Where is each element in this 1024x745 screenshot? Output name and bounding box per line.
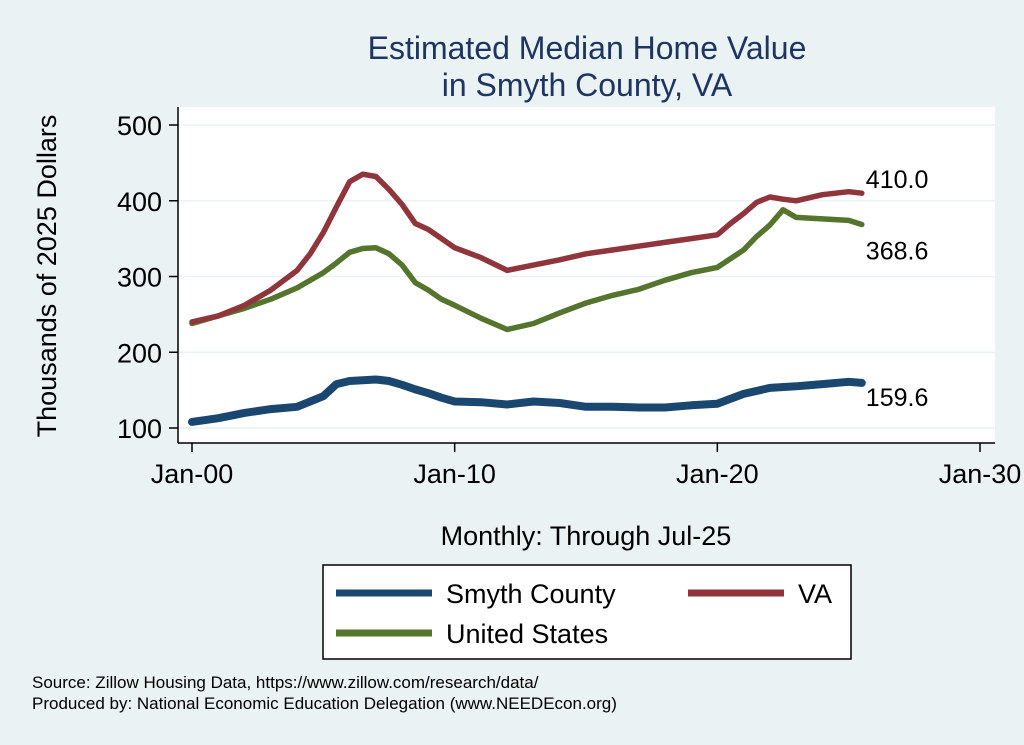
y-tick-label: 300	[117, 263, 162, 293]
end-label-smyth-county: 159.6	[866, 384, 929, 412]
end-label-united-states: 368.6	[866, 238, 929, 266]
legend-label-va: VA	[798, 579, 832, 609]
y-tick-label: 500	[117, 111, 162, 141]
x-tick-label: Jan-20	[676, 459, 759, 489]
end-label-va: 410.0	[866, 166, 929, 194]
x-tick-label: Jan-00	[151, 459, 234, 489]
series-line-smyth-county	[188, 375, 866, 426]
axes: 100 200 300 400 500 Jan-00 Jan-10 Jan-20 Jan-30	[117, 111, 1021, 489]
x-tick-label: Jan-10	[413, 459, 496, 489]
x-tick-label: Jan-30	[939, 459, 1022, 489]
y-tick-label: 100	[117, 414, 162, 444]
producer-note: Produced by: National Economic Education…	[32, 694, 617, 713]
end-labels: 159.6 410.0 368.6	[866, 166, 929, 412]
source-note: Source: Zillow Housing Data, https://www…	[32, 673, 539, 692]
y-tick-label: 400	[117, 187, 162, 217]
y-axis-title: Thousands of 2025 Dollars	[32, 115, 62, 438]
chart-title-line-1: Estimated Median Home Value	[368, 30, 807, 66]
series-line-united-states	[189, 207, 865, 333]
x-axis-title: Monthly: Through Jul-25	[441, 521, 732, 551]
legend-label-smyth-county: Smyth County	[446, 579, 616, 609]
legend: Smyth County VA United States	[322, 564, 852, 660]
chart-title-line-2: in Smyth County, VA	[442, 67, 733, 103]
series-lines	[188, 171, 866, 426]
y-tick-label: 200	[117, 338, 162, 368]
series-line-va	[189, 171, 865, 325]
legend-label-united-states: United States	[446, 619, 608, 649]
legend-box	[322, 564, 852, 660]
